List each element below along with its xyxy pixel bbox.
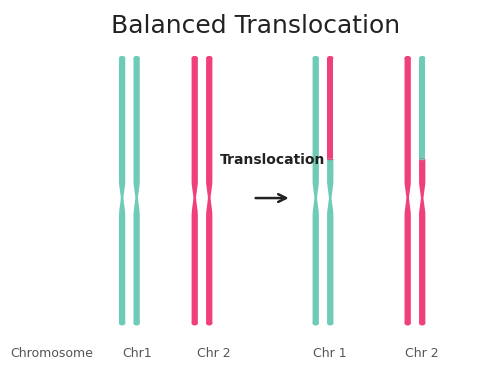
Ellipse shape <box>312 321 319 325</box>
Text: Chr 1: Chr 1 <box>314 347 347 360</box>
Polygon shape <box>419 58 426 159</box>
Text: Chr 2: Chr 2 <box>198 347 231 360</box>
Text: Balanced Translocation: Balanced Translocation <box>110 14 400 38</box>
Ellipse shape <box>206 56 212 60</box>
Ellipse shape <box>119 56 126 60</box>
Polygon shape <box>404 58 411 324</box>
Ellipse shape <box>404 321 411 325</box>
Polygon shape <box>419 159 426 324</box>
Ellipse shape <box>119 321 126 325</box>
Ellipse shape <box>404 56 411 60</box>
Polygon shape <box>206 58 212 324</box>
Text: Chr 2: Chr 2 <box>406 347 439 360</box>
Ellipse shape <box>419 321 426 325</box>
Text: Translocation: Translocation <box>220 153 325 167</box>
Ellipse shape <box>312 56 319 60</box>
Ellipse shape <box>327 56 334 60</box>
Ellipse shape <box>419 56 426 60</box>
Text: Chr1: Chr1 <box>122 347 152 360</box>
Ellipse shape <box>327 321 334 325</box>
Polygon shape <box>119 58 126 324</box>
Ellipse shape <box>206 321 212 325</box>
Polygon shape <box>192 58 198 324</box>
Polygon shape <box>134 58 140 324</box>
Ellipse shape <box>419 159 426 160</box>
Text: Chromosome: Chromosome <box>10 347 94 360</box>
Ellipse shape <box>327 159 334 160</box>
Ellipse shape <box>192 321 198 325</box>
Polygon shape <box>312 58 319 324</box>
Ellipse shape <box>327 158 334 160</box>
Polygon shape <box>327 159 334 324</box>
Ellipse shape <box>419 158 426 160</box>
Ellipse shape <box>192 56 198 60</box>
Ellipse shape <box>134 321 140 325</box>
Polygon shape <box>327 58 334 159</box>
Ellipse shape <box>134 56 140 60</box>
